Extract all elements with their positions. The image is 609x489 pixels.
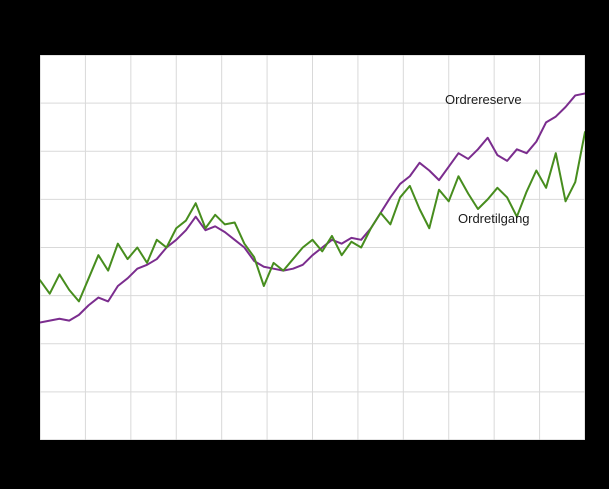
series-label-ordretilgang: Ordretilgang — [458, 211, 530, 226]
chart-svg — [40, 55, 585, 440]
series-label-ordrereserve: Ordrereserve — [445, 92, 522, 107]
plot-area: Ordrereserve Ordretilgang — [40, 55, 585, 440]
